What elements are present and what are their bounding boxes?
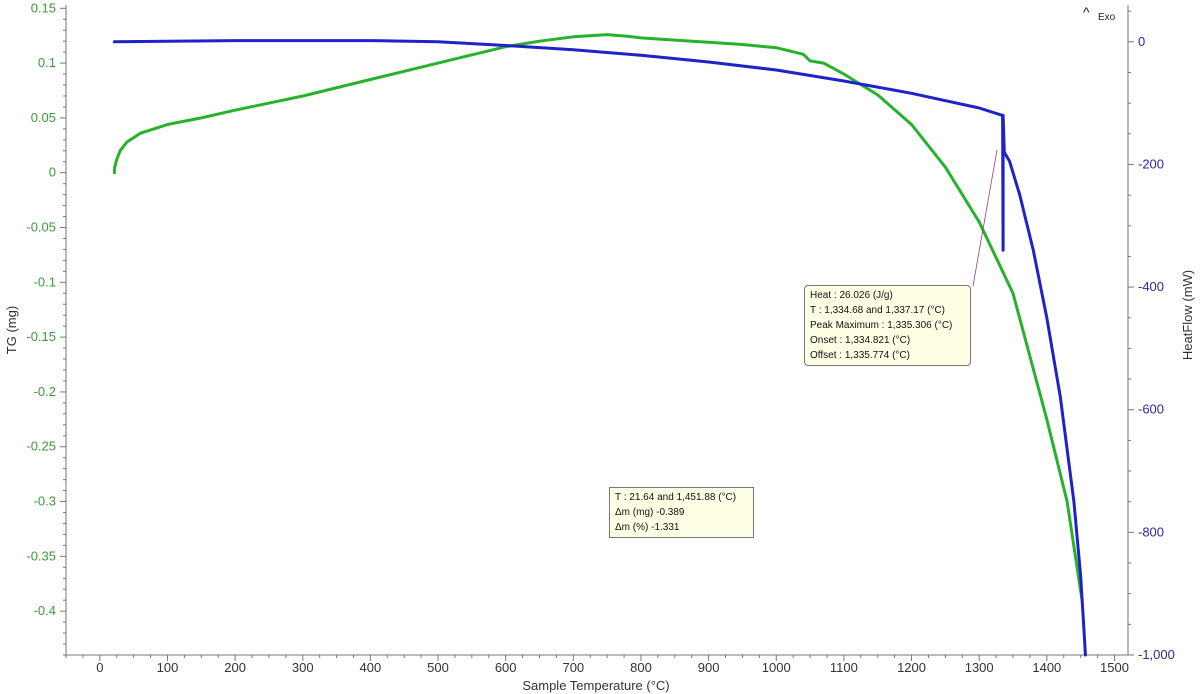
y-right-tick-label: -200 — [1138, 156, 1164, 171]
heatflow-curve — [112, 39, 1087, 657]
y-right-tick-label: -1,000 — [1138, 647, 1175, 662]
y-left-tick-label: -0.3 — [34, 494, 56, 509]
x-tick-label: 1200 — [897, 660, 926, 675]
y-left-tick-label: 0.05 — [31, 110, 56, 125]
tg-curve — [112, 33, 1084, 601]
y-left-tick-label: -0.05 — [26, 220, 56, 235]
y-left-tick-label: -0.4 — [34, 603, 56, 618]
y-left-tick-label: -0.1 — [34, 274, 56, 289]
x-tick-label: 1500 — [1100, 660, 1129, 675]
x-tick-label: 1000 — [762, 660, 791, 675]
annotation-leader-line — [972, 149, 998, 287]
peak-annotation-line: Heat : 26.026 (J/g) — [810, 290, 893, 301]
x-tick-label: 700 — [562, 660, 584, 675]
x-axis-label: Sample Temperature (°C) — [522, 678, 669, 693]
y-right-tick-label: -400 — [1138, 279, 1164, 294]
x-tick-label: 800 — [630, 660, 652, 675]
y-right-tick-label: -800 — [1138, 524, 1164, 539]
peak-annotation-line: Onset : 1,334.821 (°C) — [810, 335, 911, 346]
x-tick-label: 900 — [698, 660, 720, 675]
axes: 0 100 200 300 400 500 600 700 800 900 1000 1100 1200… — [26, 0, 1175, 675]
y-left-tick-label: 0.1 — [38, 55, 56, 70]
x-tick-label: 1400 — [1032, 660, 1061, 675]
y-left-tick-label: 0.15 — [31, 0, 56, 15]
x-tick-label: 600 — [495, 660, 517, 675]
peak-annotation-line: Offset : 1,335.774 (°C) — [810, 350, 910, 361]
x-tick-label: 100 — [157, 660, 179, 675]
x-tick-label: 500 — [427, 660, 449, 675]
y-right-tick-label: 0 — [1138, 34, 1145, 49]
peak-annotation-line: Peak Maximum : 1,335.306 (°C) — [810, 320, 953, 331]
y-right-tick-label: -600 — [1138, 402, 1164, 417]
x-tick-label: 1300 — [965, 660, 994, 675]
y-left-tick-label: 0 — [49, 165, 56, 180]
series-layer — [112, 33, 1087, 657]
exo-label: Exo — [1098, 12, 1116, 23]
peak-annotation-line: T : 1,334.68 and 1,337.17 (°C) — [810, 305, 946, 316]
x-tick-label: 200 — [224, 660, 246, 675]
y-left-tick-label: -0.35 — [26, 548, 56, 563]
mass-loss-annotation-box: T : 21.64 and 1,451.88 (°C) Δm (mg) -0.3… — [609, 487, 754, 538]
y-right-axis-label: HeatFlow (mW) — [1180, 270, 1195, 360]
x-tick-label: 300 — [292, 660, 314, 675]
y-left-axis-label: TG (mg) — [4, 306, 19, 354]
mass-loss-annotation-line: Δm (mg) -0.389 — [615, 507, 685, 518]
mass-loss-annotation-line: Δm (%) -1.331 — [615, 522, 680, 533]
y-left-tick-label: -0.2 — [34, 384, 56, 399]
peak-annotation-box: Heat : 26.026 (J/g) T : 1,334.68 and 1,3… — [804, 285, 971, 366]
exo-caret-icon: ^ — [1083, 4, 1090, 20]
y-left-tick-label: -0.25 — [26, 439, 56, 454]
x-tick-label: 1100 — [830, 660, 858, 675]
y-left-tick-label: -0.15 — [26, 329, 56, 344]
mass-loss-annotation-line: T : 21.64 and 1,451.88 (°C) — [615, 492, 737, 503]
x-tick-label: 0 — [96, 660, 103, 675]
x-tick-label: 400 — [360, 660, 382, 675]
